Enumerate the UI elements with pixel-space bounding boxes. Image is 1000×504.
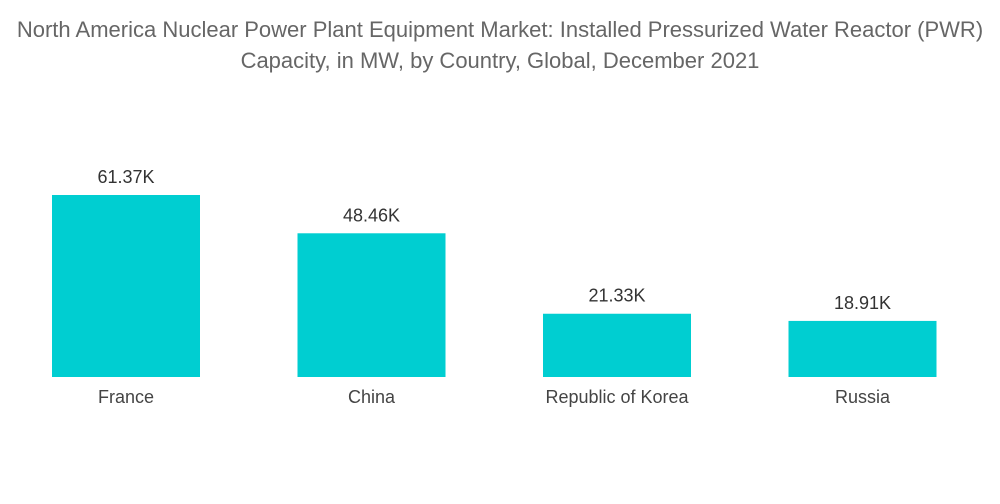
category-label: Republic of Korea [545,387,689,407]
data-label: 18.91K [834,293,891,313]
data-label: 48.46K [343,205,400,225]
data-label: 21.33K [588,286,645,306]
bar-russia [788,320,937,377]
bar-france [52,195,200,377]
category-label: France [98,387,154,407]
chart-title: North America Nuclear Power Plant Equipm… [16,17,984,73]
category-label: China [348,387,396,407]
data-label: 61.37K [97,167,154,187]
bars-group [52,195,937,377]
bar-republic-of-korea [543,313,691,377]
category-labels-group: France China Republic of Korea Russia [98,387,891,407]
category-label: Russia [835,387,891,407]
value-labels-group: 61.37K 48.46K 21.33K 18.91K [97,167,891,313]
bar-china [297,233,446,377]
